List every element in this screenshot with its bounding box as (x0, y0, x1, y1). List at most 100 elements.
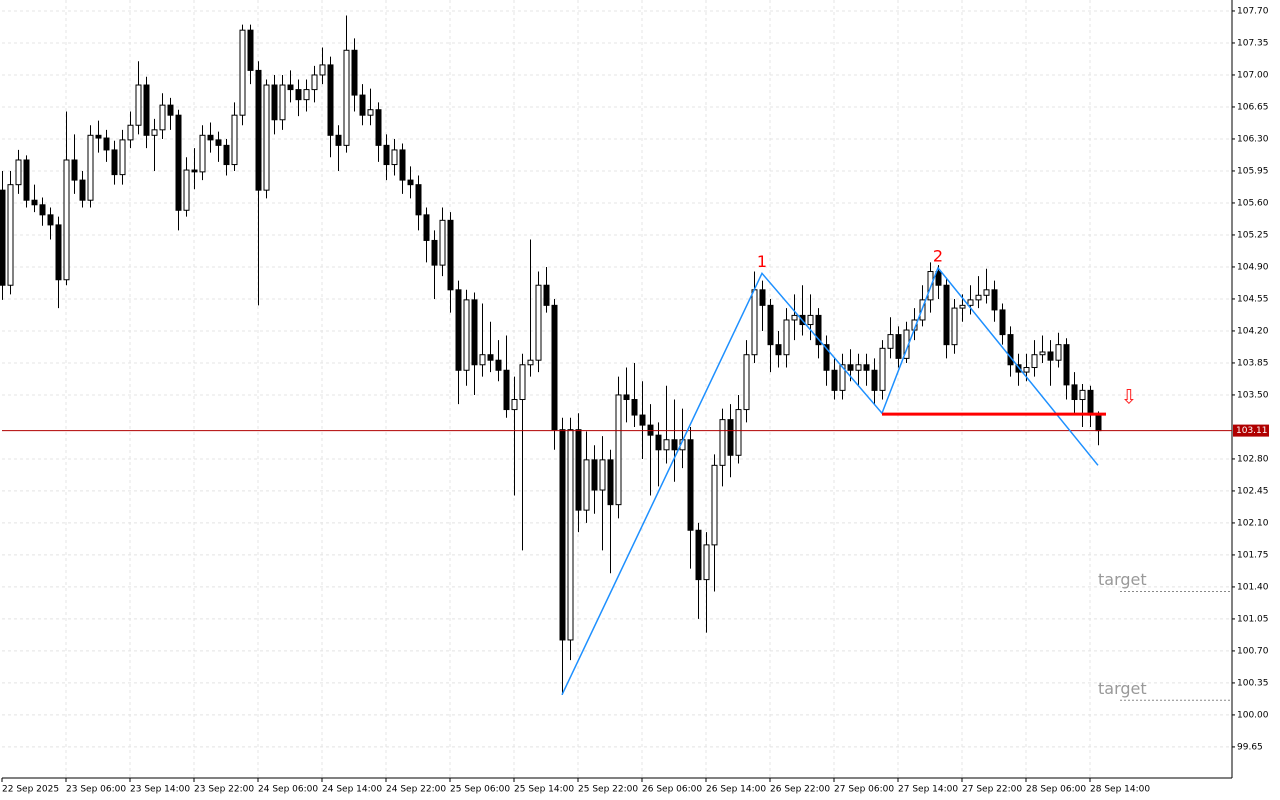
candle-body (47, 214, 54, 226)
x-tick-label: 23 Sep 06:00 (66, 785, 126, 795)
y-tick-label: 104.90 (1237, 262, 1269, 272)
candle-body (815, 314, 822, 346)
candle-body (135, 84, 142, 126)
y-tick-label: 99.65 (1237, 742, 1263, 752)
candle-body (215, 139, 222, 146)
candle-body (1063, 344, 1070, 386)
candle-body (567, 429, 574, 641)
candle-body (439, 219, 446, 266)
candle-body (223, 144, 230, 166)
y-tick-label: 100.00 (1237, 710, 1269, 720)
candle-body (855, 364, 862, 371)
candle-body (999, 309, 1006, 336)
candle-body (967, 299, 974, 306)
candle-body (367, 109, 374, 116)
candle-body (55, 224, 62, 281)
x-tick-label: 22 Sep 2025 (2, 785, 59, 795)
candle-body (335, 134, 342, 146)
candle-body (271, 84, 278, 121)
candle-body (15, 159, 22, 186)
candle-body (383, 144, 390, 166)
plot-area (2, 0, 1232, 778)
candle-body (127, 124, 134, 141)
candle-body (327, 64, 334, 136)
x-tick-label: 23 Sep 14:00 (130, 785, 190, 795)
y-tick-label: 106.65 (1237, 102, 1269, 112)
candle-body (639, 414, 646, 426)
candle-body (175, 114, 182, 211)
candle-body (191, 169, 198, 173)
x-tick-label: 24 Sep 22:00 (386, 785, 446, 795)
candle-body (103, 137, 110, 151)
y-tick-label: 102.10 (1237, 518, 1269, 528)
grid (2, 0, 1232, 778)
candle-body (831, 369, 838, 391)
candle-body (631, 399, 638, 416)
candle-body (959, 304, 966, 309)
peak-label: 1 (757, 252, 767, 271)
candle-body (95, 134, 102, 139)
y-tick-label: 107.35 (1237, 38, 1269, 48)
x-tick-label: 27 Sep 14:00 (898, 785, 958, 795)
x-tick-label: 24 Sep 06:00 (258, 785, 318, 795)
candle-body (0, 189, 6, 286)
sell-arrow: ⇩ (1121, 385, 1138, 409)
candle-body (111, 149, 118, 176)
candle-body (287, 84, 294, 91)
candle-body (711, 464, 718, 546)
candle-body (151, 129, 158, 136)
x-tick-label: 27 Sep 22:00 (962, 785, 1022, 795)
y-tick-label: 101.05 (1237, 614, 1269, 624)
candle-body (543, 284, 550, 306)
candle-body (1055, 344, 1062, 361)
marks (0, 15, 1102, 695)
candle-body (199, 134, 206, 173)
candle-body (23, 159, 30, 201)
x-tick-label: 23 Sep 22:00 (194, 785, 254, 795)
candle-body (231, 114, 238, 166)
candle-body (375, 109, 382, 146)
candle-body (319, 64, 326, 76)
candle-body (39, 204, 46, 216)
candle-body (951, 307, 958, 346)
candle-body (423, 214, 430, 241)
candle-body (615, 394, 622, 506)
target-label: target (1098, 679, 1147, 698)
y-tick-label: 100.35 (1237, 678, 1269, 688)
last-price-box (1233, 424, 1269, 437)
candle-body (655, 434, 662, 451)
candle-body (791, 314, 798, 321)
candle-body (79, 179, 86, 201)
candle-body (663, 439, 670, 451)
candle-body (255, 69, 262, 191)
candle-body (559, 429, 566, 641)
candle-body (895, 334, 902, 359)
candle-body (1071, 384, 1078, 401)
candle-body (495, 359, 502, 371)
candle-body (295, 89, 302, 101)
candle-body (503, 369, 510, 411)
candle-body (743, 354, 750, 411)
candle-body (983, 289, 990, 296)
candle-body (839, 364, 846, 391)
candle-body (807, 314, 814, 326)
candle-body (759, 289, 766, 306)
candle-body (239, 29, 246, 116)
candle-body (415, 184, 422, 216)
candle-body (159, 104, 166, 131)
y-tick-label: 103.85 (1237, 358, 1269, 368)
y-tick-label: 102.80 (1237, 454, 1269, 464)
y-tick-label: 105.25 (1237, 230, 1269, 240)
y-tick-label: 107.70 (1237, 6, 1269, 16)
candle-body (391, 149, 398, 166)
x-tick-label: 25 Sep 06:00 (450, 785, 510, 795)
candle-body (119, 139, 126, 176)
candle-body (71, 159, 78, 181)
x-tick-label: 28 Sep 14:00 (1090, 785, 1150, 795)
candle-body (535, 284, 542, 361)
y-tick-label: 103.50 (1237, 390, 1269, 400)
y-tick-label: 107.00 (1237, 70, 1269, 80)
candle-body (887, 334, 894, 349)
candle-body (511, 399, 518, 411)
